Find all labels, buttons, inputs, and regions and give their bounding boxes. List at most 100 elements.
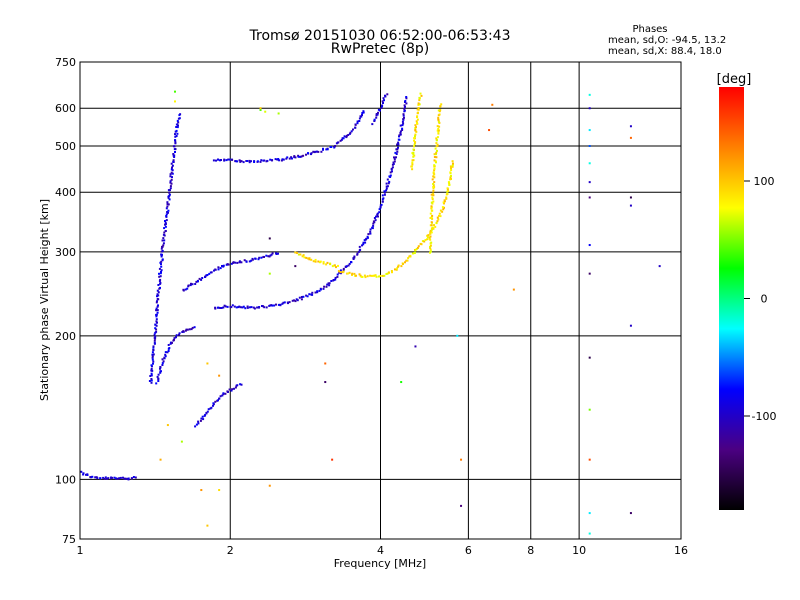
data-point: [170, 171, 173, 174]
data-point: [345, 265, 348, 268]
data-point: [395, 156, 397, 159]
data-point: [202, 418, 205, 421]
data-point: [156, 295, 158, 298]
data-point: [302, 154, 305, 157]
data-point: [186, 328, 189, 331]
data-point: [127, 477, 130, 480]
data-point: [367, 233, 370, 236]
data-point: [442, 201, 445, 204]
data-point: [302, 295, 305, 298]
data-point: [130, 477, 133, 480]
data-point: [403, 104, 406, 107]
data-point: [212, 404, 214, 407]
data-point: [297, 155, 300, 158]
data-point: [155, 313, 158, 316]
data-point: [175, 123, 178, 126]
data-point: [351, 273, 353, 276]
data-point: [291, 157, 293, 160]
data-point: [155, 330, 158, 333]
data-point: [369, 232, 372, 235]
data-point: [376, 212, 379, 215]
data-point: [172, 160, 175, 163]
data-point: [174, 141, 177, 144]
data-point: [433, 164, 436, 167]
data-point: [159, 286, 161, 289]
data-point: [239, 383, 242, 386]
data-point: [334, 276, 337, 279]
data-point: [161, 249, 164, 252]
data-point: [435, 153, 437, 156]
data-point: [236, 261, 239, 264]
data-point: [174, 133, 176, 136]
data-point: [415, 248, 418, 250]
data-point: [160, 255, 163, 258]
x-tick-label: 1: [77, 544, 84, 557]
data-point: [347, 134, 350, 136]
data-point: [176, 132, 179, 135]
data-point: [399, 131, 402, 134]
data-point: [290, 156, 293, 159]
data-point: [394, 151, 397, 154]
data-point: [219, 395, 222, 398]
data-point: [228, 158, 231, 161]
data-point: [404, 105, 406, 108]
data-point: [369, 274, 372, 277]
data-point: [445, 196, 448, 199]
data-point: [169, 175, 172, 178]
data-point: [512, 288, 515, 291]
data-point: [433, 165, 436, 168]
data-point: [264, 110, 267, 113]
data-point: [426, 234, 429, 237]
data-point: [428, 237, 431, 240]
data-point: [433, 176, 436, 179]
data-point: [207, 408, 210, 411]
data-point: [406, 259, 409, 262]
data-point: [348, 132, 351, 135]
data-point: [151, 353, 154, 356]
data-point: [82, 472, 85, 475]
data-point: [287, 302, 289, 305]
data-point: [166, 351, 169, 354]
data-point: [160, 271, 162, 273]
data-point: [426, 238, 429, 241]
data-point: [218, 374, 221, 377]
data-point: [588, 107, 591, 110]
data-point: [322, 261, 325, 264]
data-point: [379, 274, 382, 277]
data-point: [186, 287, 189, 290]
data-point: [154, 327, 157, 330]
data-point: [361, 276, 364, 278]
data-point: [326, 261, 329, 264]
data-point: [236, 384, 239, 387]
data-point: [417, 102, 420, 105]
data-point: [450, 174, 452, 177]
data-point: [166, 424, 169, 427]
data-point: [629, 125, 632, 128]
data-point: [388, 175, 391, 178]
data-point: [400, 381, 403, 384]
data-point: [395, 268, 398, 271]
data-point: [332, 279, 335, 282]
data-point: [377, 111, 379, 114]
legend-line-x: mean, sd,X: 88.4, 18.0: [608, 46, 722, 57]
data-point: [414, 135, 416, 138]
data-point: [373, 118, 376, 121]
data-point: [326, 148, 329, 151]
data-point: [432, 189, 435, 192]
data-point: [415, 120, 418, 123]
data-point: [308, 293, 311, 296]
data-point: [206, 274, 209, 276]
data-point: [333, 146, 336, 149]
data-point: [241, 306, 244, 309]
data-point: [277, 303, 280, 306]
data-point: [447, 190, 450, 193]
data-point: [279, 304, 282, 307]
data-point: [268, 484, 271, 487]
data-point: [134, 476, 137, 479]
data-point: [416, 122, 418, 124]
data-point: [246, 305, 249, 308]
data-point: [223, 158, 226, 161]
data-point: [432, 175, 435, 178]
data-point: [171, 166, 173, 169]
data-point: [374, 274, 377, 277]
